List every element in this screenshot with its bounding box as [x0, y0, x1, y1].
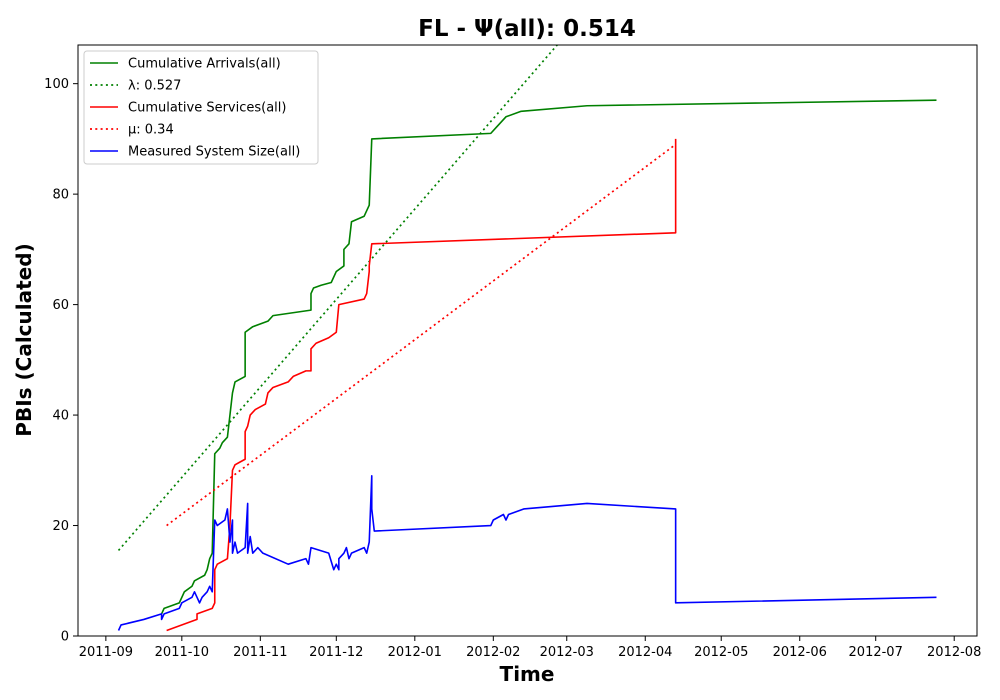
x-tick-label: 2011-10 [155, 645, 209, 660]
legend-label: Measured System Size(all) [128, 145, 300, 160]
x-tick-label: 2011-11 [233, 645, 287, 660]
x-tick-label: 2012-05 [694, 645, 748, 660]
legend: Cumulative Arrivals(all) λ: 0.527 Cumulati… [83, 50, 319, 165]
y-tick-label: 60 [52, 298, 69, 313]
series-line-2 [166, 138, 677, 632]
x-axis: 2011-09 2011-10 2011-11 2011-12 2012-01 2012-… [79, 636, 981, 660]
plot-area [117, 45, 937, 632]
series-line-4 [117, 475, 937, 631]
y-axis: 0 20 40 60 80 100 [44, 77, 78, 645]
legend-box [83, 50, 319, 165]
y-tick-label: 40 [52, 409, 69, 424]
y-tick-label: 80 [52, 188, 69, 203]
x-tick-label: 2011-12 [309, 645, 363, 660]
y-axis-title: PBIs (Calculated) [12, 243, 36, 436]
plot-frame [77, 44, 978, 637]
chart-title: FL - Ψ(all): 0.514 [418, 16, 636, 42]
x-tick-label: 2012-03 [540, 645, 594, 660]
legend-label: μ: 0.34 [128, 123, 174, 138]
y-tick-label: 100 [44, 77, 69, 92]
x-tick-label: 2012-04 [618, 645, 672, 660]
legend-label: Cumulative Services(all) [128, 101, 286, 116]
x-tick-label: 2011-09 [79, 645, 133, 660]
y-tick-label: 0 [61, 630, 69, 645]
x-tick-label: 2012-01 [388, 645, 442, 660]
x-tick-label: 2012-06 [773, 645, 827, 660]
x-axis-title: Time [500, 662, 555, 686]
series-line-0 [160, 99, 937, 615]
x-tick-label: 2012-08 [927, 645, 981, 660]
x-tick-label: 2012-02 [466, 645, 520, 660]
legend-label: λ: 0.527 [128, 79, 181, 94]
legend-label: Cumulative Arrivals(all) [128, 57, 281, 72]
x-tick-label: 2012-07 [849, 645, 903, 660]
y-tick-label: 20 [52, 519, 69, 534]
